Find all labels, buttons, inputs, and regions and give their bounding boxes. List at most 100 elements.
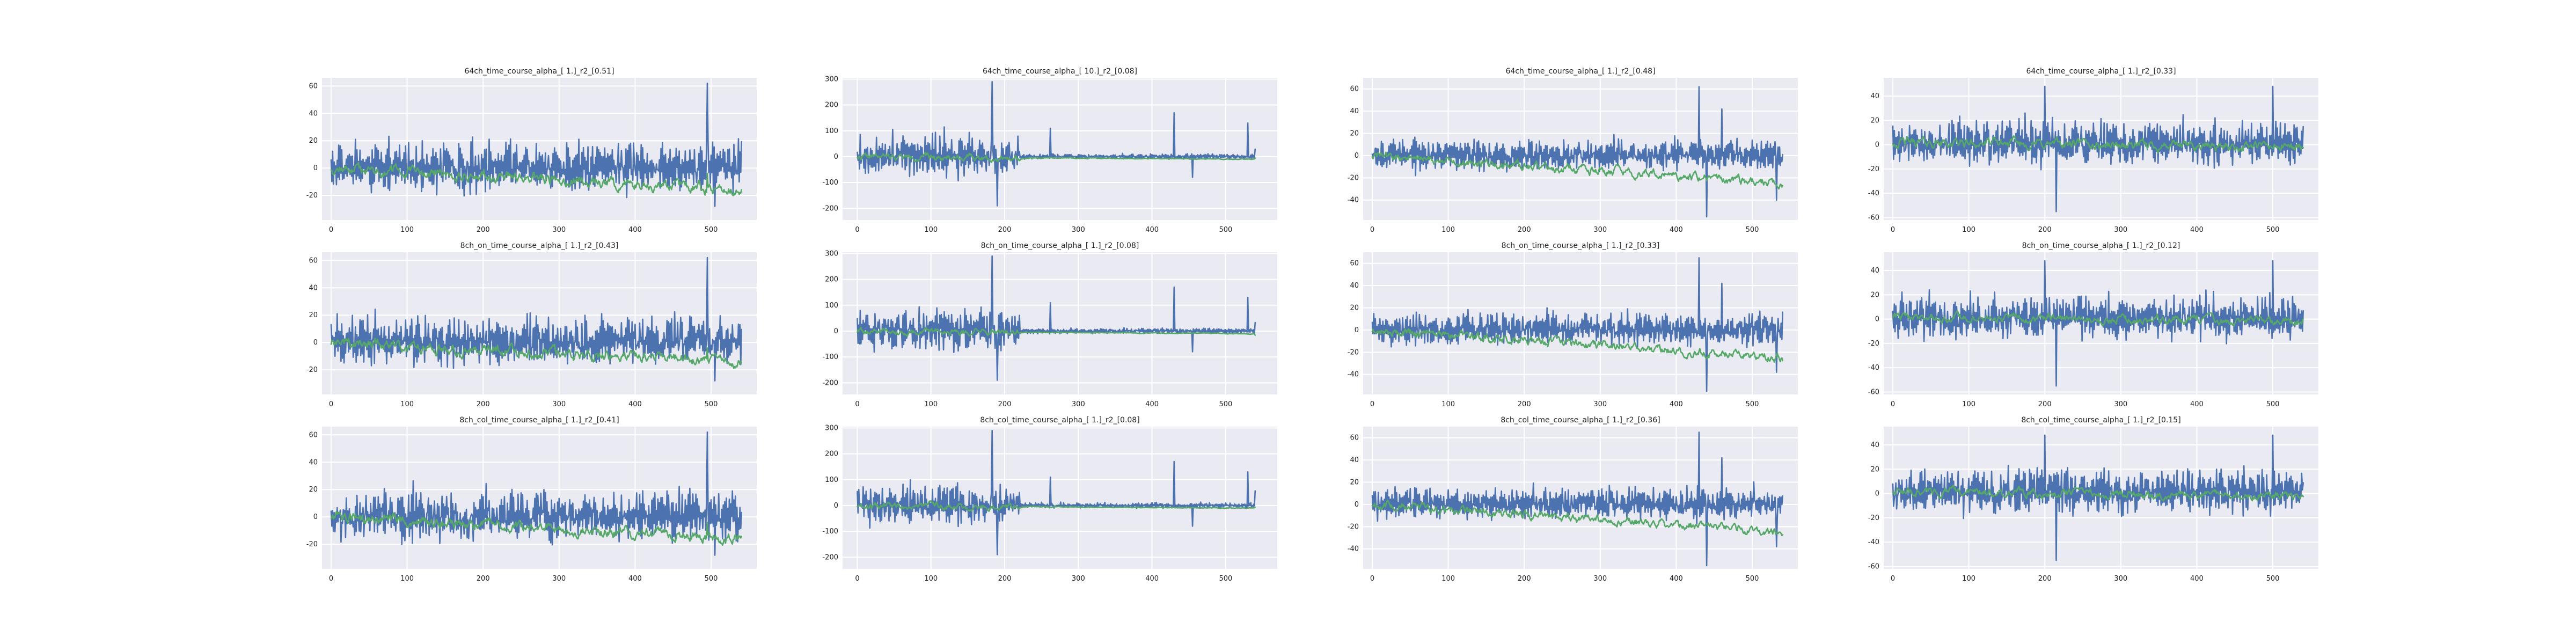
y-tick-label: 20 xyxy=(309,486,318,494)
x-tick-label: 100 xyxy=(924,226,938,234)
y-tick-label: 0 xyxy=(1355,326,1359,334)
x-tick-label: 400 xyxy=(1145,575,1159,583)
y-tick-label: -40 xyxy=(1868,538,1879,546)
x-tick-label: 0 xyxy=(1370,226,1374,234)
x-tick-label: 400 xyxy=(1670,226,1683,234)
y-tick-label: 40 xyxy=(1350,107,1359,115)
x-tick-label: 0 xyxy=(1370,575,1374,583)
subplot-1: 0 100 200 300 400 500 -20 0 20 40 60 64ch_time_cour… xyxy=(306,67,757,234)
x-tick-label: 400 xyxy=(628,400,642,408)
subplot-10: 0 100 200 300 400 500 -200 -100 0 100 200 300 8ch_co… xyxy=(822,416,1277,583)
subplot-title: 8ch_on_time_course_alpha_[ 1.]_r2_[0.33] xyxy=(1502,241,1660,250)
axes-background xyxy=(322,78,757,220)
x-tick-label: 200 xyxy=(1518,226,1531,234)
subplot-title: 64ch_time_course_alpha_[ 10.]_r2_[0.08] xyxy=(983,67,1137,76)
y-tick-label: 60 xyxy=(309,257,318,265)
series-line-blue xyxy=(1371,86,1783,218)
subplot-3: 0 100 200 300 400 500 -40 -20 0 20 40 60 64ch_time_c… xyxy=(1348,67,1798,234)
y-tick-label: 0 xyxy=(834,502,838,510)
series-line-green xyxy=(330,510,742,546)
x-tick-label: 200 xyxy=(998,226,1012,234)
series-line-blue xyxy=(330,82,742,207)
y-tick-label: 300 xyxy=(825,250,838,258)
y-tick-label: 60 xyxy=(1350,260,1359,268)
y-tick-label: 300 xyxy=(825,75,838,83)
x-tick-label: 300 xyxy=(1072,226,1085,234)
x-tick-label: 400 xyxy=(628,575,642,583)
y-tick-label: -20 xyxy=(306,540,318,548)
x-tick-label: 200 xyxy=(477,575,490,583)
y-tick-label: -200 xyxy=(822,204,838,213)
y-tick-label: 100 xyxy=(825,127,838,135)
x-tick-label: 0 xyxy=(1891,575,1895,583)
series-line-blue xyxy=(857,80,1256,207)
y-tick-label: 40 xyxy=(309,109,318,118)
y-tick-label: 60 xyxy=(1350,434,1359,442)
series-line-blue xyxy=(1892,260,2304,387)
y-tick-label: 0 xyxy=(313,164,318,172)
y-tick-label: 20 xyxy=(1870,465,1879,473)
subplot-2: 0 100 200 300 400 500 -200 -100 0 100 200 300 64ch_t… xyxy=(822,67,1277,234)
x-tick-label: 500 xyxy=(2266,226,2280,234)
series-line-green xyxy=(1371,151,1783,190)
x-tick-label: 0 xyxy=(855,226,859,234)
y-tick-label: -40 xyxy=(1348,196,1359,204)
series-line-green xyxy=(1371,328,1783,363)
subplot-title: 8ch_col_time_course_alpha_[ 1.]_r2_[0.15… xyxy=(2021,416,2180,425)
x-tick-label: 200 xyxy=(2038,400,2052,408)
x-tick-label: 500 xyxy=(1746,400,1759,408)
x-tick-label: 300 xyxy=(552,226,566,234)
y-tick-label: 0 xyxy=(1875,141,1879,149)
x-tick-label: 500 xyxy=(1746,575,1759,583)
x-tick-label: 400 xyxy=(1670,400,1683,408)
y-tick-label: -20 xyxy=(1868,165,1879,173)
y-tick-label: 60 xyxy=(309,431,318,439)
x-tick-label: 300 xyxy=(1593,226,1607,234)
x-tick-label: 500 xyxy=(705,400,718,408)
x-tick-label: 100 xyxy=(400,400,414,408)
y-tick-label: 300 xyxy=(825,424,838,432)
axes-background xyxy=(322,252,757,394)
subplot-title: 8ch_col_time_course_alpha_[ 1.]_r2_[0.36… xyxy=(1501,416,1660,425)
y-tick-label: -200 xyxy=(822,553,838,561)
y-tick-label: 20 xyxy=(1870,291,1879,299)
subplot-11: 0 100 200 300 400 500 -40 -20 0 20 40 60 8ch_col_tim… xyxy=(1348,416,1798,583)
x-tick-label: 500 xyxy=(2266,400,2280,408)
y-tick-label: 0 xyxy=(1875,316,1879,324)
x-tick-label: 300 xyxy=(2114,575,2127,583)
subplot-8: 0 100 200 300 400 500 -60 -40 -20 0 20 40 8ch_on_tim… xyxy=(1868,241,2318,408)
series-line-blue xyxy=(330,257,742,382)
x-tick-label: 300 xyxy=(1072,400,1085,408)
series-line-green xyxy=(330,162,742,196)
y-tick-label: 20 xyxy=(1350,130,1359,138)
y-tick-label: 0 xyxy=(834,153,838,161)
y-tick-label: -20 xyxy=(1868,340,1879,348)
subplot-title: 8ch_on_time_course_alpha_[ 1.]_r2_[0.43] xyxy=(460,241,619,250)
x-tick-label: 500 xyxy=(1219,400,1232,408)
series-line-blue xyxy=(857,255,1256,381)
series-line-green xyxy=(330,338,742,369)
y-tick-label: -20 xyxy=(1868,514,1879,522)
x-tick-label: 400 xyxy=(628,226,642,234)
y-tick-label: 0 xyxy=(313,339,318,347)
x-tick-label: 100 xyxy=(400,226,414,234)
x-tick-label: 500 xyxy=(1219,575,1232,583)
y-tick-label: 0 xyxy=(1355,152,1359,160)
subplot-7: 0 100 200 300 400 500 -40 -20 0 20 40 60 8ch_on_time… xyxy=(1348,241,1798,408)
subplot-9: 0 100 200 300 400 500 -20 0 20 40 60 8ch_col_time_c… xyxy=(306,416,757,583)
subplot-12: 0 100 200 300 400 500 -60 -40 -20 0 20 40 8ch_col_ti… xyxy=(1868,416,2318,583)
x-tick-label: 200 xyxy=(2038,226,2052,234)
series-line-blue xyxy=(1892,85,2304,213)
y-tick-label: 20 xyxy=(309,311,318,319)
y-tick-label: 0 xyxy=(1875,490,1879,498)
y-tick-label: -100 xyxy=(822,179,838,187)
series-line-blue xyxy=(1892,434,2304,561)
series-line-green xyxy=(1892,135,2304,154)
subplot-title: 64ch_time_course_alpha_[ 1.]_r2_[0.33] xyxy=(2026,67,2176,76)
y-tick-label: -20 xyxy=(1348,523,1359,531)
x-tick-label: 100 xyxy=(1441,575,1455,583)
y-tick-label: 0 xyxy=(1355,501,1359,509)
y-tick-label: 40 xyxy=(309,284,318,292)
y-tick-label: 20 xyxy=(309,137,318,145)
